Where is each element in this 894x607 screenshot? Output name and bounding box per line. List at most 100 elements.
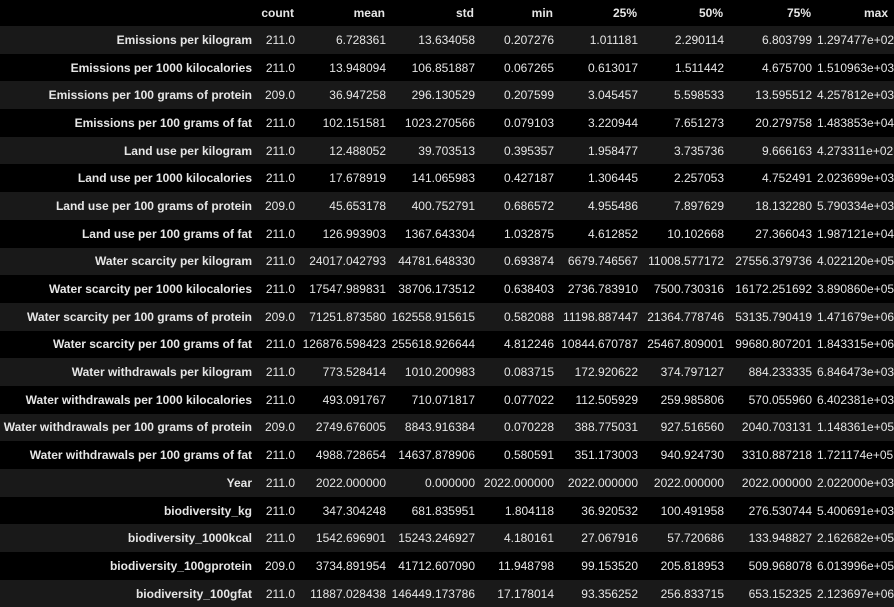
row-label: biodiversity_100gfat: [135, 586, 252, 601]
table-cell: 388.775031: [574, 420, 638, 435]
table-cell: 1.958477: [587, 143, 638, 158]
table-row: biodiversity_100gfat 211.0 11887.028438 146…: [0, 579, 894, 607]
table-cell: 99680.807201: [735, 337, 812, 352]
table-cell: 1010.200983: [404, 365, 475, 380]
table-cell: 39.703513: [418, 143, 475, 158]
table-cell: 2022.000000: [567, 475, 638, 490]
table-cell: 18.132280: [755, 198, 812, 213]
table-cell: 1.032875: [503, 226, 554, 241]
column-header-mean: mean: [353, 6, 385, 20]
table-cell: 205.818953: [660, 558, 724, 573]
table-cell: 211.0: [265, 365, 295, 380]
row-label: Water scarcity per kilogram: [95, 254, 252, 269]
table-cell: 4.022120e+05: [817, 254, 894, 269]
table-cell: 255618.926644: [391, 337, 475, 352]
table-cell: 7.651273: [673, 115, 724, 130]
table-cell: 53135.790419: [735, 309, 812, 324]
table-cell: 570.055960: [748, 392, 812, 407]
table-row: Year 211.0 2022.000000 0.000000 2022.000000 2…: [0, 469, 894, 497]
table-cell: 1.843315e+06: [817, 337, 894, 352]
table-cell: 0.395357: [503, 143, 554, 158]
table-cell: 209.0: [264, 88, 295, 103]
table-cell: 0.582088: [503, 309, 554, 324]
table-cell: 0.638403: [503, 282, 554, 297]
table-cell: 10844.670787: [561, 337, 638, 352]
table-cell: 927.516560: [660, 420, 724, 435]
table-row: Emissions per 100 grams of protein 209.0 3…: [0, 81, 894, 110]
table-cell: 4.180161: [503, 531, 554, 546]
table-cell: 400.752791: [411, 198, 475, 213]
table-cell: 3310.887218: [741, 448, 812, 463]
table-cell: 162558.915615: [391, 309, 475, 324]
table-cell: 4.257812e+03: [817, 88, 894, 103]
table-cell: 1.306445: [587, 171, 638, 186]
table-row: Emissions per 100 grams of fat 211.0 102.1…: [0, 109, 894, 137]
table-header: count mean std min 25% 50% 75% max: [0, 0, 894, 26]
table-cell: 211.0: [265, 254, 295, 269]
table-cell: 1.297477e+02: [817, 32, 894, 47]
table-cell: 99.153520: [581, 558, 638, 573]
table-cell: 5.790334e+03: [817, 198, 894, 213]
table-cell: 211.0: [265, 503, 295, 518]
table-cell: 0.070228: [503, 420, 554, 435]
table-cell: 6.803799: [761, 32, 812, 47]
table-cell: 1.471679e+06: [817, 309, 894, 324]
table-cell: 276.530744: [748, 503, 812, 518]
table-cell: 256.833715: [660, 586, 724, 601]
table-cell: 133.948827: [748, 531, 812, 546]
table-cell: 509.968078: [748, 558, 812, 573]
table-cell: 7.897629: [673, 198, 724, 213]
table-cell: 17547.989831: [309, 282, 386, 297]
table-cell: 2.022000e+03: [817, 475, 894, 490]
table-cell: 9.666163: [761, 143, 812, 158]
table-cell: 6.728361: [335, 32, 386, 47]
table-cell: 13.948094: [329, 60, 386, 75]
table-cell: 4.955486: [587, 198, 638, 213]
table-cell: 1.987121e+04: [817, 226, 894, 241]
table-cell: 773.528414: [322, 365, 386, 380]
table-cell: 141.065983: [411, 171, 475, 186]
table-cell: 2022.000000: [741, 475, 812, 490]
table-row: Land use per 100 grams of fat 211.0 126.99…: [0, 219, 894, 248]
row-label: Water withdrawals per 100 grams of fat: [29, 448, 252, 463]
row-label: Land use per 100 grams of fat: [81, 226, 252, 241]
table-cell: 0.000000: [424, 475, 475, 490]
table-cell: 347.304248: [322, 503, 386, 518]
column-header-25pct: 25%: [612, 6, 637, 20]
table-cell: 4.812246: [503, 337, 554, 352]
row-label: biodiversity_100gprotein: [109, 558, 252, 573]
table-cell: 211.0: [265, 392, 295, 407]
table-cell: 11198.887447: [563, 309, 638, 324]
table-cell: 653.152325: [748, 586, 812, 601]
column-header-min: min: [531, 6, 553, 20]
table-cell: 13.634058: [418, 32, 475, 47]
table-row: Water withdrawals per kilogram 211.0 773.5…: [0, 358, 894, 386]
table-cell: 1023.270566: [404, 115, 475, 130]
table-cell: 14637.878906: [398, 448, 475, 463]
table-cell: 0.613017: [587, 60, 638, 75]
table-cell: 1.511442: [674, 60, 724, 75]
row-label: Water scarcity per 100 grams of protein: [27, 309, 252, 324]
table-cell: 0.077022: [503, 392, 554, 407]
table-cell: 15243.246927: [398, 531, 475, 546]
table-row: Water scarcity per kilogram 211.0 24017.04…: [0, 247, 894, 276]
table-row: Water withdrawals per 1000 kilocalories 2…: [0, 385, 894, 414]
table-cell: 21364.778746: [647, 309, 724, 324]
table-cell: 884.233335: [748, 365, 812, 380]
table-cell: 17.178014: [497, 586, 554, 601]
table-cell: 2022.000000: [315, 475, 386, 490]
table-cell: 209.0: [264, 558, 295, 573]
table-cell: 24017.042793: [309, 254, 386, 269]
table-cell: 211.0: [265, 171, 295, 186]
table-cell: 2.023699e+03: [817, 171, 894, 186]
row-label: Land use per 1000 kilocalories: [77, 171, 252, 186]
table-cell: 1.721174e+05: [817, 448, 894, 463]
table-cell: 0.427187: [503, 171, 554, 186]
table-cell: 146449.173786: [391, 586, 475, 601]
table-cell: 2022.000000: [483, 475, 554, 490]
table-cell: 5.598533: [673, 88, 724, 103]
table-cell: 4988.728654: [315, 448, 386, 463]
table-cell: 211.0: [265, 475, 295, 490]
row-label: Water withdrawals per 1000 kilocalories: [25, 392, 252, 407]
row-label: Year: [226, 475, 252, 490]
